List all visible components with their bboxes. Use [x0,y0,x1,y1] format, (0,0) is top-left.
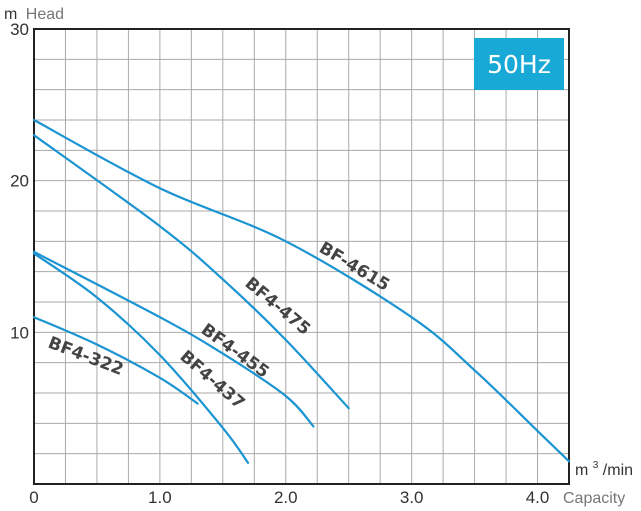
x-axis-unit-exp: 3 [593,460,599,471]
y-tick-label: 10 [10,323,29,342]
curve-bf4-455 [32,250,315,428]
y-tick-label: 30 [10,20,29,39]
curve-bf4-475 [32,134,350,410]
y-tick-label: 20 [10,172,29,191]
y-axis-title: m Head [4,6,64,23]
y-tick-labels: 10 20 30 [10,20,29,342]
curve-bf4-437 [32,252,250,464]
x-axis-unit-suffix: /min [603,462,633,479]
x-axis-title: m 3 /min Capacity [563,455,633,507]
curves [32,118,571,464]
frequency-badge-bg [474,38,564,90]
y-axis-unit: m [4,6,17,23]
x-tick-label: 0 [29,488,38,507]
curve-bf-4615 [32,118,571,463]
plot-frame [33,28,570,485]
x-tick-label: 1.0 [148,488,172,507]
x-tick-label: 4.0 [526,488,550,507]
x-tick-label: 2.0 [274,488,298,507]
curve-bf4-322 [32,316,199,405]
x-tick-label: 3.0 [400,488,424,507]
frequency-badge-text: 50Hz [487,50,551,79]
frequency-badge: 50Hz [474,38,564,90]
x-tick-labels: 0 1.0 2.0 3.0 4.0 [29,488,549,507]
svg-text:m Head: m Head [4,6,64,23]
svg-text:m 3 /min: m 3 /min [575,455,633,479]
curve-label-bf-4615: BF-4615 [315,238,393,296]
x-axis-unit-prefix: m [575,462,588,479]
x-axis-name: Capacity [563,490,625,507]
y-axis-name: Head [26,6,64,23]
grid [34,29,569,484]
